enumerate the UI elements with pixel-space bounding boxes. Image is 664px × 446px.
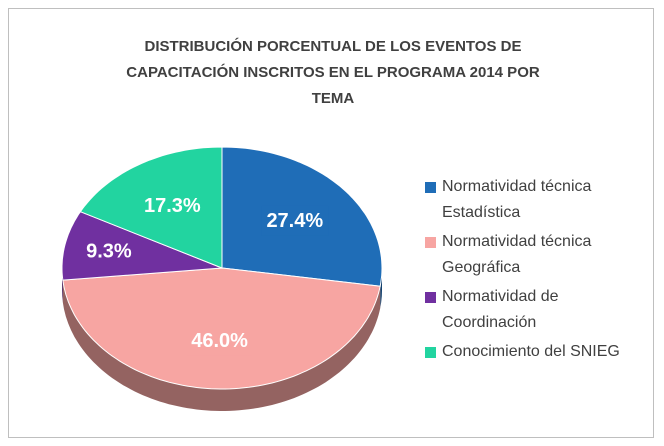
data-label: 17.3%: [138, 190, 206, 221]
legend-label: Normatividad técnica Estadística: [442, 178, 592, 221]
legend-swatch: [425, 347, 436, 358]
data-label-text: 9.3%: [86, 241, 132, 263]
data-label: 27.4%: [261, 205, 329, 236]
legend-item: Normatividad de Coordinación: [425, 284, 632, 336]
data-label-box: [186, 325, 253, 356]
legend-item: Conocimiento del SNIEG: [425, 339, 662, 365]
chart-frame: [8, 8, 654, 438]
data-label-box: [261, 205, 329, 236]
legend-label: Normatividad de Coordinación: [442, 288, 559, 331]
legend-label: Normatividad técnica Geográfica: [442, 233, 592, 276]
data-label-box: [138, 190, 206, 221]
data-label-text: 46.0%: [191, 330, 248, 352]
legend-item: Normatividad técnica Geográfica: [425, 229, 632, 281]
data-label: 46.0%: [186, 325, 253, 356]
legend-swatch: [425, 292, 436, 303]
legend-swatch: [425, 182, 436, 193]
legend-label: Conocimiento del SNIEG: [442, 343, 620, 360]
data-label: 9.3%: [81, 236, 137, 267]
legend-swatch: [425, 237, 436, 248]
data-label-text: 27.4%: [266, 210, 323, 232]
chart-title: DISTRIBUCIÓN PORCENTUAL DE LOS EVENTOS D…: [126, 38, 540, 107]
legend-item: Normatividad técnica Estadística: [425, 174, 632, 226]
legend: Normatividad técnica Estadística Normativ…: [425, 174, 650, 368]
data-label-box: [81, 236, 137, 267]
slice-side: [62, 280, 381, 411]
data-label-text: 17.3%: [144, 195, 201, 217]
